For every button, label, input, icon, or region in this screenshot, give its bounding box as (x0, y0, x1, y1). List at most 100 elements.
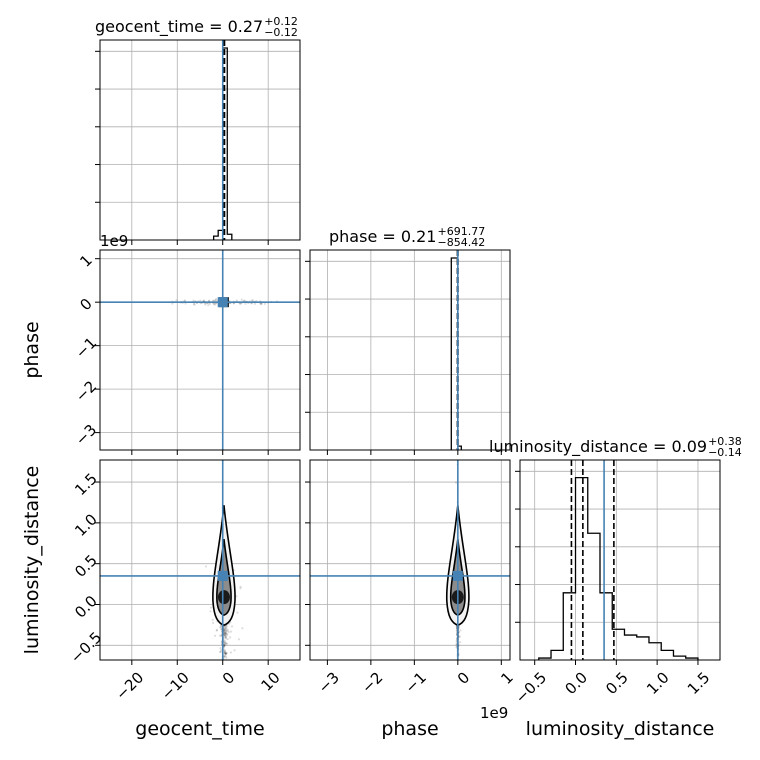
sample-point (225, 629, 228, 633)
sample-point (224, 626, 227, 630)
sample-point (223, 642, 227, 645)
sample-point (226, 638, 229, 641)
sample-point (223, 655, 226, 658)
sample-point (224, 628, 227, 632)
sample-point (226, 632, 229, 635)
sample-point (225, 632, 228, 636)
sample-point (458, 635, 461, 638)
sample-point (224, 626, 227, 629)
sample-point (225, 628, 229, 631)
sample-point (224, 632, 227, 635)
sample-point (203, 299, 206, 302)
sample-point (214, 298, 217, 302)
sample-point (235, 299, 238, 302)
sample-point (224, 641, 227, 644)
sample-point (225, 651, 228, 655)
panel-title-text: luminosity_distance = 0.09 (489, 437, 707, 457)
sample-point (239, 585, 242, 588)
sample-point (223, 643, 226, 647)
sample-point (223, 633, 226, 636)
sample-point (239, 302, 242, 306)
sample-point (224, 652, 227, 655)
sample-point (175, 299, 178, 302)
tick-label-x: 1.5 (684, 668, 714, 698)
sample-point (223, 650, 227, 653)
sample-point (223, 629, 226, 632)
sample-point (226, 629, 230, 632)
sample-point (225, 630, 228, 633)
sample-point (215, 297, 218, 301)
panel-title-text: geocent_time = 0.27 (95, 17, 263, 37)
sample-point (459, 629, 462, 632)
sample-point (224, 635, 228, 639)
sample-point (239, 587, 242, 590)
sample-point (223, 648, 226, 651)
panel-title-upper-error: +0.38 (708, 435, 742, 448)
sample-point (241, 627, 244, 630)
panel-title-text: phase = 0.21 (329, 227, 436, 246)
panel-frame (519, 459, 721, 661)
sample-point (215, 299, 219, 302)
axis-label-y-phase: phase (21, 321, 43, 378)
sample-point (219, 626, 222, 629)
sample-point (260, 302, 263, 306)
sample-point (224, 631, 227, 634)
sample-point (214, 299, 217, 302)
sample-point (211, 618, 214, 621)
sample-point (208, 299, 211, 302)
axis-label-y-luminosity-distance: luminosity_distance (21, 466, 43, 655)
sample-point (204, 303, 207, 306)
sample-point (233, 649, 236, 652)
truth-marker (452, 570, 463, 581)
text-layer: −20 −10 0 10 −3 −2 −1 0 1−0.5 0.0 0.5 1.0 1.5−3−2−10… (21, 15, 742, 740)
tick-label-y: 1.5 (71, 470, 101, 500)
panel-title-upper-error: +0.12 (264, 15, 298, 28)
panel-frame (309, 459, 511, 661)
tick-label-y: 0 (76, 295, 95, 314)
tick-label-x: 1.0 (643, 668, 673, 698)
panel-frame (99, 249, 301, 451)
sample-point (204, 565, 208, 568)
sample-point (454, 481, 458, 484)
sample-point (229, 630, 233, 633)
sample-point (223, 641, 226, 644)
sample-point (199, 299, 202, 302)
sample-point (225, 656, 228, 659)
sample-point (459, 640, 462, 644)
panel-title-lower-error: −0.14 (708, 446, 742, 459)
tick-label-x: −0.5 (512, 668, 550, 706)
sample-point (223, 645, 226, 648)
sample-point (229, 651, 233, 654)
sample-point (225, 625, 228, 628)
tick-label-x: −1 (402, 668, 430, 696)
sample-point (224, 651, 227, 654)
panel-frame (309, 249, 511, 451)
tick-label-y: 0.0 (71, 592, 101, 622)
sample-point (225, 637, 228, 640)
sample-point (235, 595, 238, 598)
sample-point (259, 302, 262, 306)
sample-point (229, 636, 232, 639)
sample-point (224, 636, 227, 639)
sample-point (209, 606, 213, 609)
tick-label-x: 0.5 (602, 668, 632, 698)
panel-title-lower-error: −854.42 (437, 236, 485, 249)
sample-point (243, 299, 246, 302)
sample-point (223, 651, 226, 654)
sample-point (219, 624, 223, 627)
grid-layer (100, 40, 720, 660)
sample-point (219, 646, 222, 650)
sample-point (192, 302, 195, 306)
sample-point (225, 642, 228, 646)
sample-point (222, 652, 226, 655)
sample-point (224, 635, 227, 638)
histogram-phase (450, 257, 462, 450)
sample-point (223, 634, 226, 637)
sample-point (237, 638, 241, 641)
tick-label-x: −10 (158, 668, 193, 703)
frame-layer (95, 39, 721, 665)
sample-point (224, 632, 227, 635)
panel-title-luminosity_distance: luminosity_distance = 0.09 +0.38−0.14 (489, 435, 742, 459)
sample-point (224, 627, 227, 630)
axis-label-x-geocent-time: geocent_time (135, 718, 264, 740)
